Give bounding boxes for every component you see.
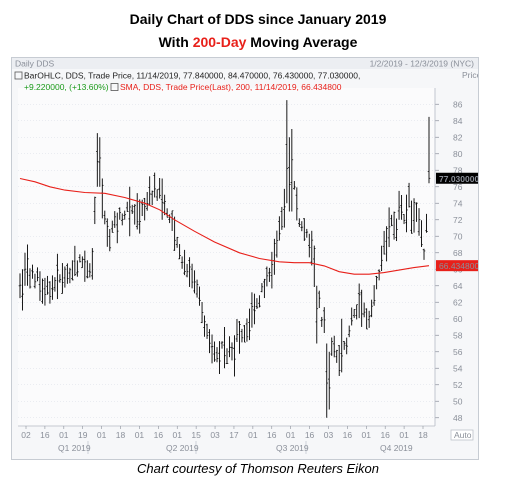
chart-header-right: 1/2/2019 - 12/3/2019 (NYC) (370, 59, 475, 69)
subtitle-suffix: Moving Average (246, 34, 358, 50)
y-tick-label: 76 (453, 182, 463, 192)
y-tick-label: 56 (453, 347, 463, 357)
x-tick-label: 01 (173, 430, 183, 440)
y-tick-label: 80 (453, 149, 463, 159)
legend-change: +9.220000, (+13.60%) (24, 82, 109, 92)
plot-area[interactable] (18, 88, 435, 426)
chart-subtitle: With 200-Day Moving Average (0, 34, 516, 50)
y-tick-label: 84 (453, 116, 463, 126)
price-chart[interactable]: Daily DDS 1/2/2019 - 12/3/2019 (NYC)Price… (12, 58, 478, 459)
auto-scale-button[interactable] (450, 429, 474, 441)
x-tick-label: 16 (305, 430, 315, 440)
y-axis-title: Price (462, 70, 478, 80)
x-tick-label: 01 (286, 430, 296, 440)
x-tick-label: 17 (229, 430, 239, 440)
y-tick-label: 54 (453, 363, 463, 373)
x-tick-label: 01 (135, 430, 145, 440)
y-tick-label: 60 (453, 314, 463, 324)
last-price-label: 77.030000 (439, 174, 478, 184)
y-tick-label: 64 (453, 281, 463, 291)
chart-header-left: Daily DDS (15, 59, 55, 69)
x-tick-label: 16 (40, 430, 50, 440)
y-tick-label: 70 (453, 231, 463, 241)
y-tick-label: 62 (453, 297, 463, 307)
x-tick-label: 18 (418, 430, 428, 440)
x-tick-label: 15 (191, 430, 201, 440)
x-quarter-label: Q4 2019 (380, 443, 413, 453)
x-tick-label: 01 (97, 430, 107, 440)
x-quarter-label: Q1 2019 (58, 443, 91, 453)
y-tick-label: 86 (453, 99, 463, 109)
y-tick-label: 48 (453, 413, 463, 423)
chart-title: Daily Chart of DDS since January 2019 (129, 11, 387, 27)
x-tick-label: 16 (380, 430, 390, 440)
y-tick-label: 52 (453, 380, 463, 390)
legend-toggle-icon[interactable] (14, 71, 23, 80)
y-tick-label: 78 (453, 165, 463, 175)
y-tick-label: 68 (453, 248, 463, 258)
x-tick-label: 16 (267, 430, 277, 440)
chart-header-band (12, 58, 478, 69)
x-tick-label: 03 (324, 430, 334, 440)
legend-sma-toggle-icon[interactable] (110, 83, 119, 91)
y-tick-label: 82 (453, 132, 463, 142)
x-tick-label: 03 (210, 430, 220, 440)
x-tick-label: 01 (362, 430, 372, 440)
x-tick-label: 01 (59, 430, 69, 440)
x-tick-label: 01 (399, 430, 409, 440)
x-quarter-label: Q2 2019 (166, 443, 199, 453)
y-tick-label: 74 (453, 198, 463, 208)
sma-value-label: 66.434800 (439, 261, 478, 271)
x-quarter-label: Q3 2019 (276, 443, 309, 453)
y-tick-label: 58 (453, 330, 463, 340)
chart-panel[interactable]: Daily DDS 1/2/2019 - 12/3/2019 (NYC)Price… (11, 57, 479, 460)
chart-caption: Chart courtesy of Thomson Reuters Eikon (136, 461, 380, 476)
x-tick-label: 18 (116, 430, 126, 440)
x-tick-label: 01 (248, 430, 258, 440)
legend-bar-line: BarOHLC, DDS, Trade Price, 11/14/2019, 7… (24, 71, 360, 81)
subtitle-prefix: With (158, 34, 193, 50)
x-tick-label: 16 (154, 430, 164, 440)
sma-value-marker (436, 260, 478, 272)
sma-200-line[interactable] (19, 177, 430, 275)
legend-sma-line: SMA, DDS, Trade Price(Last), 200, 11/14/… (120, 82, 342, 92)
last-price-marker (436, 172, 478, 184)
x-tick-label: 02 (21, 430, 31, 440)
auto-scale-label: Auto (454, 430, 472, 440)
x-tick-label: 16 (343, 430, 353, 440)
x-tick-label: 19 (78, 430, 88, 440)
subtitle-highlight: 200-Day (192, 34, 247, 50)
y-tick-label: 50 (453, 396, 463, 406)
y-tick-label: 72 (453, 215, 463, 225)
